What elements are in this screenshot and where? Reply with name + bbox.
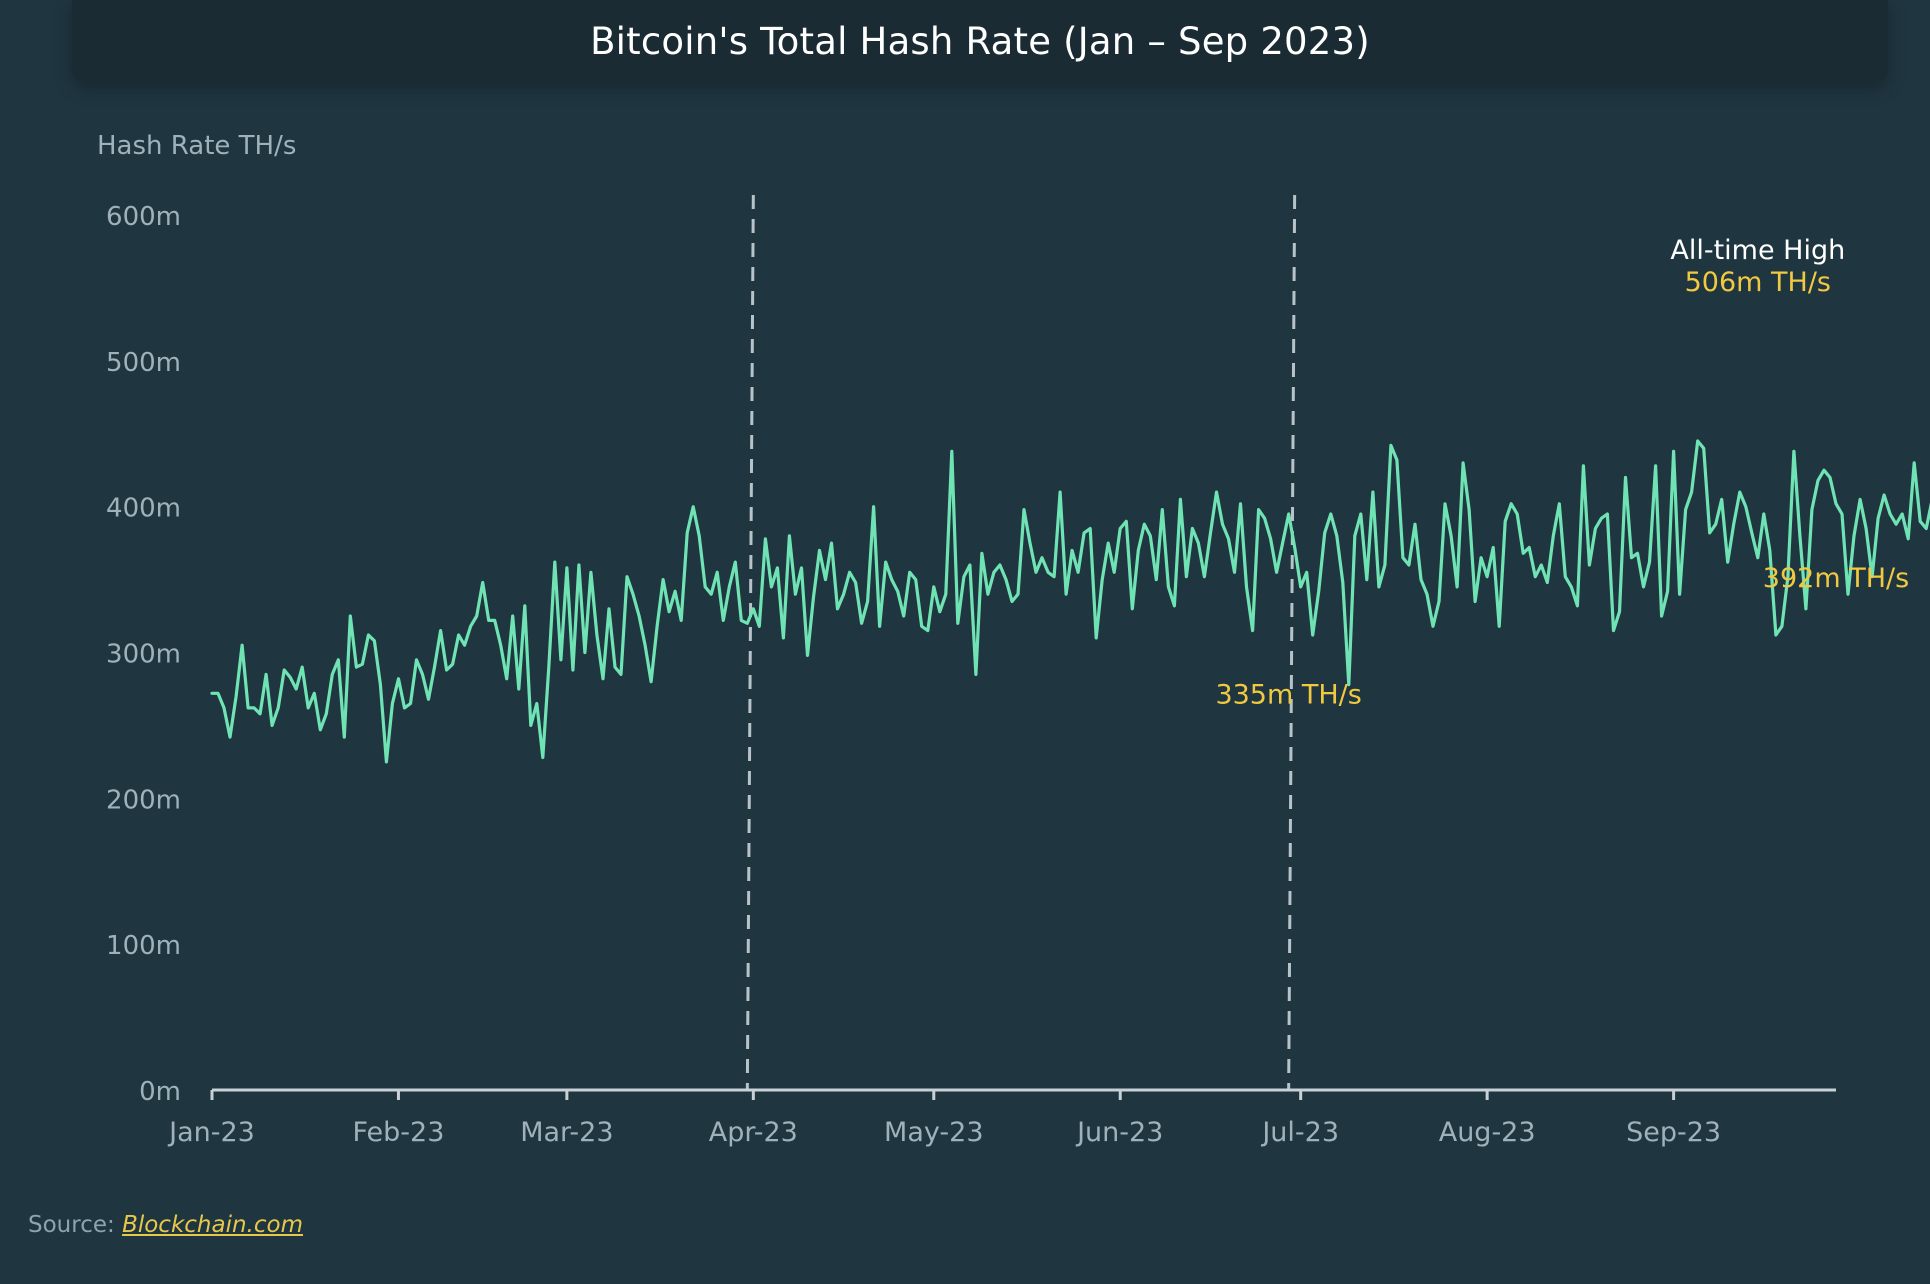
- x-tick-label: Feb-23: [353, 1117, 445, 1148]
- y-axis-label: Hash Rate TH/s: [97, 131, 296, 161]
- x-tick-label: Sep-23: [1626, 1117, 1721, 1148]
- reference-line: [745, 194, 755, 1091]
- chart-annotation: 392m TH/s: [1763, 563, 1909, 594]
- y-tick-label: 200m: [106, 785, 181, 815]
- chart-title: Bitcoin's Total Hash Rate (Jan – Sep 202…: [590, 19, 1370, 63]
- chart-annotation: 335m TH/s: [1215, 680, 1361, 711]
- x-tick-label: Aug-23: [1439, 1117, 1536, 1148]
- x-tick-label: Jul-23: [1260, 1117, 1339, 1148]
- x-tick-label: May-23: [884, 1117, 983, 1148]
- source-link[interactable]: Blockchain.com: [122, 1212, 303, 1238]
- hash-rate-series-line: [210, 439, 1930, 764]
- y-tick-label: 300m: [106, 640, 181, 670]
- y-tick-label: 500m: [106, 348, 181, 378]
- x-tick-label: Mar-23: [520, 1117, 613, 1148]
- x-tick-label: Jun-23: [1075, 1117, 1163, 1148]
- source-label: Source:: [28, 1212, 115, 1238]
- source-note: Source: Blockchain.com: [28, 1212, 303, 1238]
- chart-annotation: All-time High: [1670, 235, 1845, 266]
- y-tick-label: 100m: [106, 931, 181, 961]
- y-tick-label: 0m: [139, 1077, 181, 1107]
- x-tick-label: Jan-23: [167, 1117, 255, 1148]
- y-tick-label: 600m: [106, 202, 181, 232]
- chart-title-bar: Bitcoin's Total Hash Rate (Jan – Sep 202…: [72, 0, 1888, 82]
- reference-line: [1287, 194, 1297, 1091]
- chart-annotation: 506m TH/s: [1685, 267, 1831, 298]
- x-tick-label: Apr-23: [709, 1117, 798, 1148]
- y-tick-label: 400m: [106, 494, 181, 524]
